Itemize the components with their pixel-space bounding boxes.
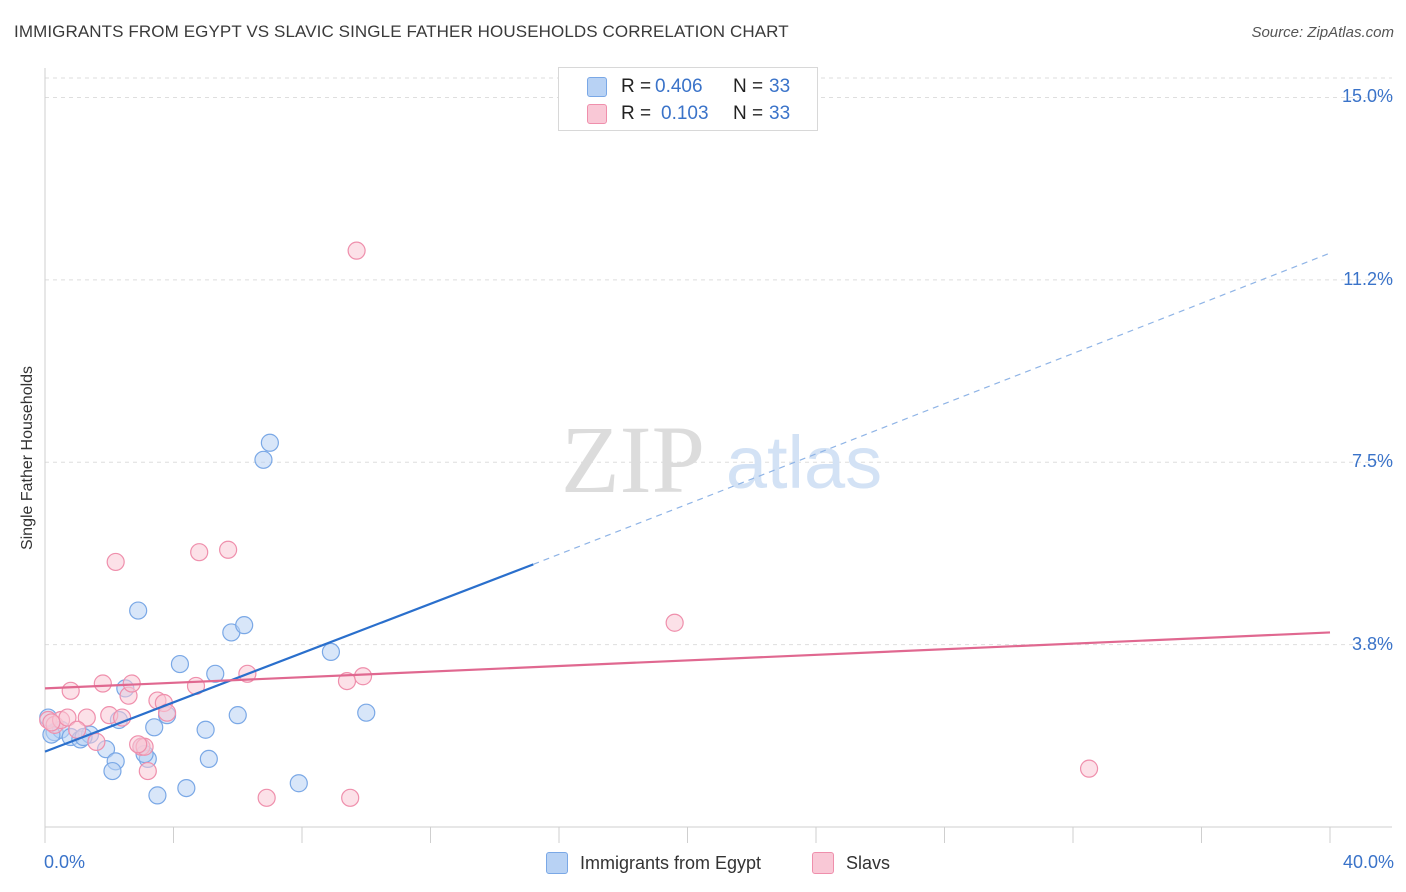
slavs-point: [347, 241, 366, 260]
legend-r-label: R =: [621, 103, 652, 124]
legend-r-value: 0.103: [661, 103, 709, 124]
bottom-legend-label-slavs: Slavs: [846, 852, 891, 873]
source-label: Source: ZipAtlas.com: [1251, 24, 1394, 41]
slavs-trend-line: [44, 631, 1331, 690]
bottom-legend-slavs: Slavs: [812, 852, 890, 874]
egypt-point: [103, 761, 122, 781]
slavs-point: [87, 732, 106, 751]
slavs-point: [665, 613, 684, 632]
bottom-legend-swatch-egypt: [546, 852, 568, 874]
slavs-point: [68, 720, 87, 739]
slavs-point: [1079, 759, 1099, 778]
y-tick-label: 7.5%: [1351, 451, 1393, 472]
legend-swatch-slavs: [587, 104, 607, 124]
egypt-point: [357, 703, 376, 722]
y-tick-label: 15.0%: [1341, 86, 1393, 107]
egypt-point: [129, 601, 148, 620]
egypt-point: [206, 664, 225, 683]
slavs-point: [219, 540, 238, 559]
legend-n-value: 33: [769, 103, 791, 124]
slavs-point: [112, 708, 132, 727]
egypt-point: [235, 616, 254, 635]
axes: [44, 68, 1392, 843]
slavs-point: [341, 788, 360, 807]
trend-lines: [44, 252, 1331, 753]
slavs-point: [61, 681, 80, 700]
bottom-legend-swatch-slavs: [812, 852, 834, 874]
watermark-zip: ZIP: [561, 406, 705, 513]
slavs-point: [93, 674, 112, 693]
egypt-point: [199, 749, 218, 769]
egypt-point: [148, 786, 167, 805]
gridlines: [45, 77, 1392, 646]
slavs-point: [77, 708, 96, 727]
legend-row-egypt: R = 0.406 N = 33: [587, 76, 790, 98]
slavs-point: [129, 735, 148, 754]
x-tick-label: 0.0%: [44, 852, 86, 872]
watermark: ZIP atlas: [561, 406, 882, 513]
egypt-point: [170, 654, 190, 674]
y-tick-label: 3.8%: [1351, 633, 1393, 654]
egypt-point: [196, 720, 215, 739]
legend-r-label: R =: [621, 76, 652, 97]
legend: R = 0.406 N = 33 R = 0.103 N = 33: [558, 67, 818, 131]
slavs-point: [257, 788, 276, 807]
y-tick-label: 11.2%: [1343, 268, 1393, 289]
y-axis-label: Single Father Households: [19, 365, 36, 551]
legend-r-value: 0.406: [655, 76, 703, 97]
watermark-atlas: atlas: [726, 421, 882, 504]
legend-row-slavs: R = 0.103 N = 33: [587, 103, 790, 125]
egypt-point: [254, 450, 273, 469]
egypt-point: [321, 642, 341, 662]
slavs-point: [138, 761, 157, 781]
egypt-point: [260, 433, 279, 452]
slavs-point: [353, 667, 373, 686]
legend-n-value: 33: [769, 76, 791, 97]
legend-swatch-egypt: [587, 77, 607, 97]
legend-n-label: N =: [733, 103, 764, 124]
x-tick-label: 40.0%: [1342, 852, 1394, 872]
egypt-point: [228, 706, 247, 725]
bottom-legend-label-egypt: Immigrants from Egypt: [580, 852, 762, 873]
egypt-trend-line: [44, 563, 534, 753]
egypt-point: [289, 774, 308, 793]
bottom-legend-egypt: Immigrants from Egypt: [546, 852, 761, 874]
slavs-point: [106, 552, 125, 572]
legend-n-label: N =: [733, 76, 764, 97]
slavs-point: [190, 543, 209, 562]
slavs-point: [42, 713, 61, 732]
egypt-point: [177, 778, 196, 798]
data-points: [39, 241, 1099, 807]
chart-title: IMMIGRANTS FROM EGYPT VS SLAVIC SINGLE F…: [14, 22, 789, 41]
egypt-point: [145, 718, 164, 737]
